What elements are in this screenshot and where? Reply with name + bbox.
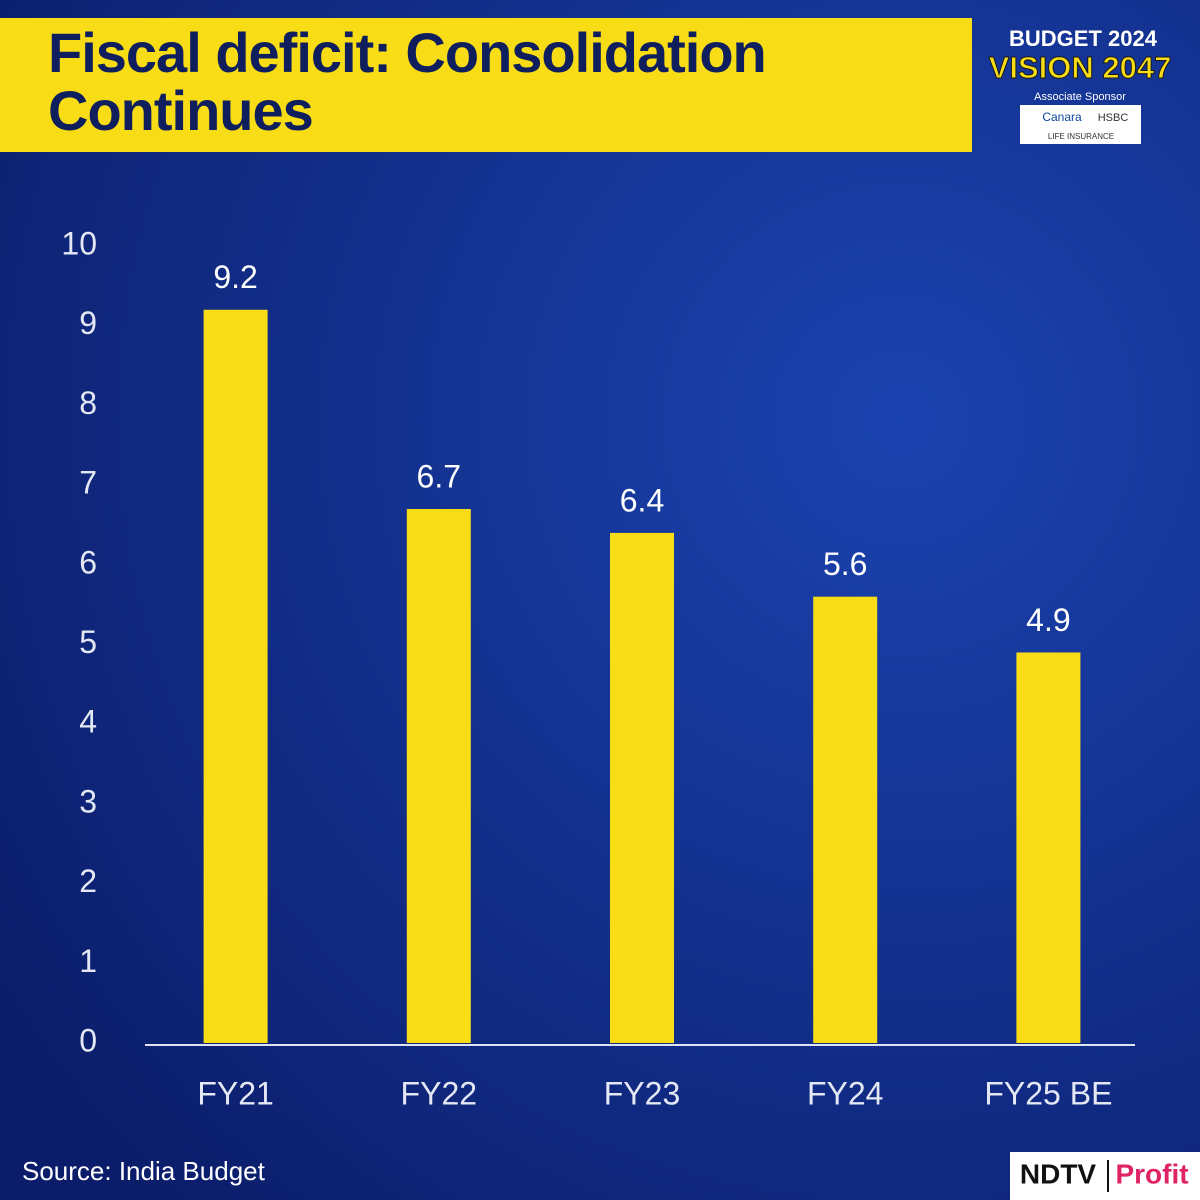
title-box — [0, 18, 972, 152]
source-note: Source: India Budget — [22, 1156, 266, 1186]
y-tick-label: 7 — [79, 465, 97, 501]
value-label: 9.2 — [213, 259, 257, 295]
value-label: 6.7 — [417, 458, 461, 494]
x-tick-label: FY23 — [604, 1075, 680, 1111]
bar — [813, 596, 878, 1043]
y-tick-label: 10 — [61, 225, 97, 261]
x-tick-label: FY21 — [197, 1075, 273, 1111]
value-label: 6.4 — [620, 482, 664, 518]
x-tick-label: FY22 — [401, 1075, 477, 1111]
y-tick-label: 4 — [79, 704, 97, 740]
y-tick-label: 6 — [79, 544, 97, 580]
value-label: 5.6 — [823, 546, 867, 582]
bar — [1016, 652, 1081, 1043]
sponsor-box — [1020, 105, 1141, 144]
y-tick-label: 0 — [79, 1022, 97, 1058]
bar — [203, 309, 268, 1043]
sponsor-sub: LIFE INSURANCE — [1048, 132, 1114, 141]
logo-right: Profit — [1115, 1158, 1188, 1189]
logo-left: NDTV — [1020, 1158, 1097, 1189]
vision-label: VISION 2047 — [989, 50, 1172, 85]
y-tick-label: 1 — [79, 943, 97, 979]
chart-title: Fiscal deficit: Consolidation Continues — [48, 24, 767, 142]
sponsor-right: HSBC — [1098, 112, 1129, 124]
sponsor-label: Associate Sponsor — [1034, 91, 1126, 103]
x-tick-label: FY24 — [807, 1075, 883, 1111]
bar — [610, 532, 674, 1043]
bar — [406, 509, 471, 1043]
logo-box — [1010, 1152, 1200, 1200]
y-tick-label: 2 — [79, 863, 97, 899]
y-tick-label: 9 — [79, 305, 97, 341]
sponsor-left: Canara — [1042, 110, 1082, 124]
value-label: 4.9 — [1026, 602, 1070, 638]
y-tick-label: 5 — [79, 624, 97, 660]
event-label: BUDGET 2024 — [1009, 26, 1158, 51]
y-tick-label: 8 — [79, 385, 97, 421]
y-tick-label: 3 — [79, 783, 97, 819]
x-tick-label: FY25 BE — [984, 1075, 1112, 1111]
title-wrap: Fiscal deficit: Consolidation Continues — [48, 24, 767, 142]
